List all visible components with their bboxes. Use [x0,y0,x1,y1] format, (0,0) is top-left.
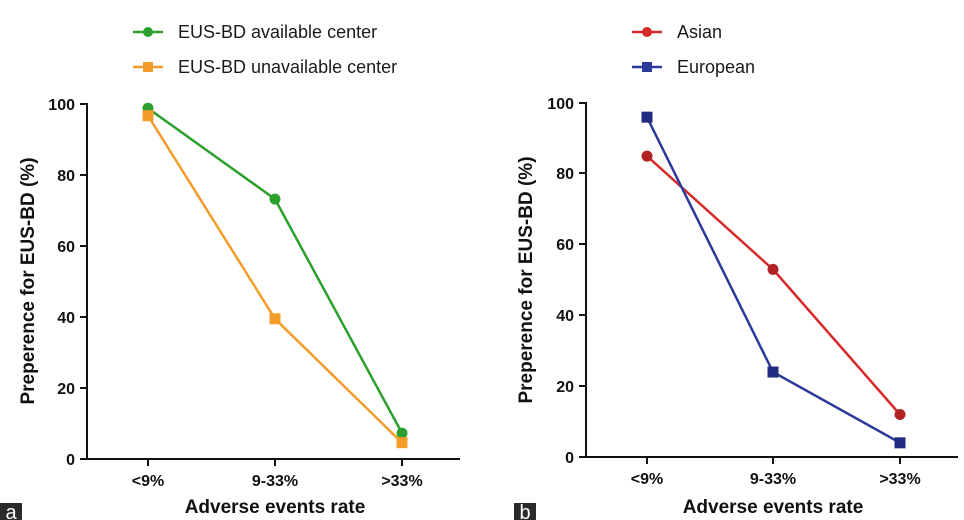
legend-marker-a-1 [143,62,153,72]
legend-label-b-0: Asian [677,22,722,42]
y-tick-label-b-5: 100 [547,96,574,113]
y-tick-label-b-2: 40 [556,308,574,325]
y-tick-label-a-0: 0 [66,452,75,469]
panel-b-plot [641,111,906,449]
y-axis-title-b: Preperence for EUS-BD (%) [516,156,537,403]
x-axis-title-b: Adverse events rate [683,497,864,518]
y-tick-label-b-0: 0 [565,450,574,467]
point-a-0-1 [269,193,281,205]
x-tick-label-a-2: >33% [381,473,422,490]
point-b-1-0 [641,111,653,123]
panel-a-plot [142,102,408,449]
panel-b: Asian European 0 20 40 60 80 100 [514,22,958,520]
x-tick-label-a-0: <9% [132,473,164,490]
point-a-1-1 [269,313,281,325]
panel-b-letter: b [519,502,530,520]
panel-b-y-ticks: 0 20 40 60 80 100 [547,96,586,467]
panel-b-letter-box [514,503,536,520]
point-a-1-2 [396,437,408,449]
panel-a-letter: a [5,502,17,520]
x-axis-title-a: Adverse events rate [185,497,366,518]
point-b-0-1 [767,263,779,275]
legend-label-a-1: EUS-BD unavailable center [178,57,397,77]
panel-a-letter-box [0,503,22,520]
y-tick-label-a-1: 20 [57,381,75,398]
point-b-0-0 [641,150,653,162]
legend-entry-b-0: Asian [632,22,722,42]
y-axis-title-a: Preperence for EUS-BD (%) [18,157,39,404]
y-tick-label-a-3: 60 [57,239,75,256]
y-tick-label-a-2: 40 [57,310,75,327]
y-tick-label-a-5: 100 [48,97,75,114]
panel-a-legend: EUS-BD available center EUS-BD unavailab… [133,22,397,77]
y-tick-label-b-1: 20 [556,379,574,396]
point-b-0-2 [894,409,906,421]
panel-a-y-ticks: 0 20 40 60 80 100 [48,97,87,469]
legend-marker-b-0 [642,27,652,37]
x-tick-label-b-2: >33% [879,471,920,488]
panel-b-legend: Asian European [632,22,755,77]
legend-entry-b-1: European [632,57,755,77]
legend-entry-a-0: EUS-BD available center [133,22,377,42]
point-a-0-2 [396,427,408,439]
x-tick-label-b-1: 9-33% [750,471,796,488]
y-tick-label-b-3: 60 [556,237,574,254]
point-a-1-0 [142,110,154,122]
panel-a: EUS-BD available center EUS-BD unavailab… [0,22,460,520]
panel-a-x-ticks: <9% 9-33% >33% [132,459,423,490]
legend-marker-b-1 [642,62,652,72]
legend-marker-a-0 [143,27,153,37]
legend-label-a-0: EUS-BD available center [178,22,377,42]
point-b-1-1 [767,366,779,378]
legend-label-b-1: European [677,57,755,77]
point-b-1-2 [894,437,906,449]
x-tick-label-b-0: <9% [631,471,663,488]
x-tick-label-a-1: 9-33% [252,473,298,490]
y-tick-label-b-4: 80 [556,166,574,183]
legend-entry-a-1: EUS-BD unavailable center [133,57,397,77]
panel-b-x-ticks: <9% 9-33% >33% [631,457,921,488]
y-tick-label-a-4: 80 [57,168,75,185]
